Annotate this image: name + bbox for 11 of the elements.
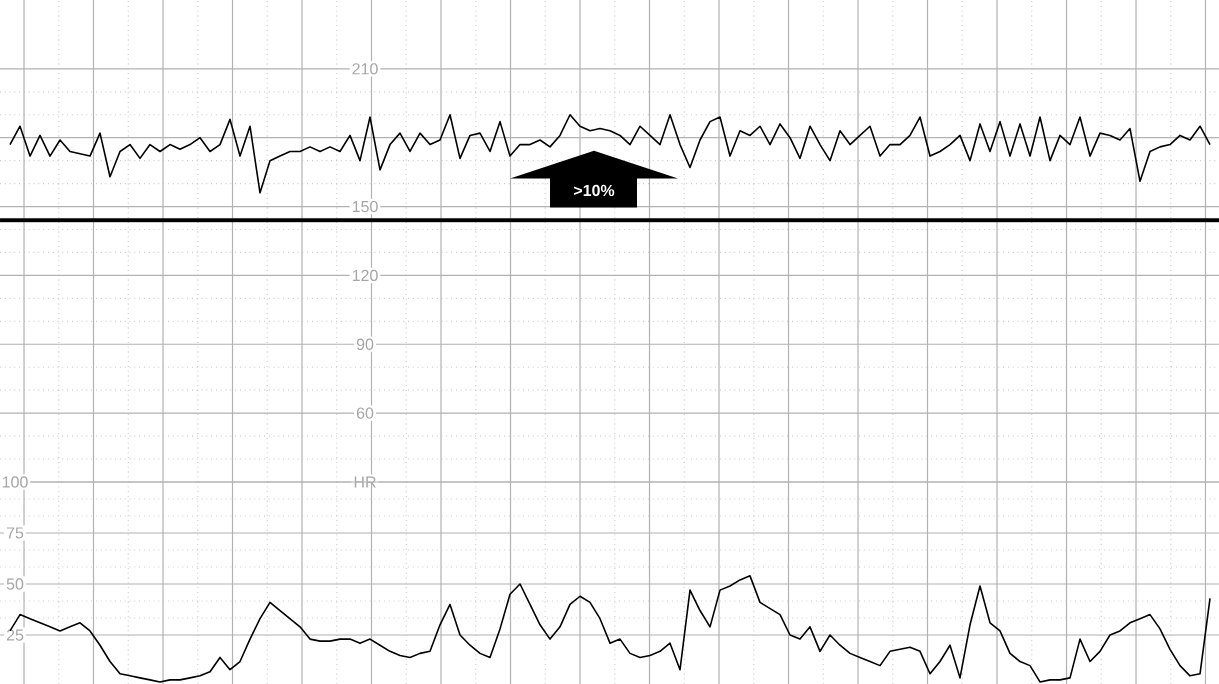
y-tick-label: 150: [352, 200, 378, 213]
y-tick-label: 90: [356, 338, 374, 350]
y-tick-label: HR: [354, 476, 376, 488]
y-tick-label: 120: [352, 269, 378, 282]
y-tick-label: 100: [2, 476, 28, 488]
y-tick-label: 210: [352, 63, 378, 75]
y-tick-label: 60: [356, 407, 374, 419]
y-tick-label: 50: [6, 578, 24, 590]
y-tick-label: 75: [6, 527, 24, 539]
y-tick-label: 25: [6, 629, 24, 641]
annotation: >10%: [573, 184, 615, 197]
